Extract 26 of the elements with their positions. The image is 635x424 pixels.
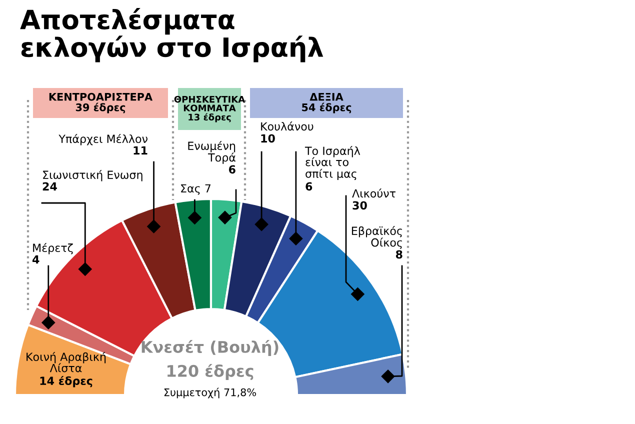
data-label: 30 — [352, 201, 367, 210]
slice-label: Ενωμένη Τορά — [188, 141, 236, 164]
slice-label: Υπάρχει Μέλλον — [58, 134, 148, 146]
data-label: 11 — [134, 146, 148, 154]
data-label: 4 — [32, 255, 40, 264]
slice-label: Κοινή Αραβική Λίστα — [26, 352, 106, 372]
data-label: 24 — [42, 182, 57, 190]
slice-label: Μέρετζ — [33, 243, 73, 254]
data-label: 8 — [396, 250, 402, 259]
text: 120 έδρες — [168, 364, 254, 380]
slice-label: Εβραϊκός Οίκος — [352, 226, 402, 249]
chart-title: Αποτελέσματα εκλογών στο Ισραήλ — [20, 8, 324, 62]
text: ΚΕΝΤΡΟΑΡΙΣΤΕΡΑ 39 έδρες — [49, 92, 152, 114]
slice-label: Λικούντ — [352, 188, 396, 198]
slice-label: Σας 7 — [181, 184, 211, 195]
text: Κνεσέτ (Βουλή) — [142, 340, 278, 356]
text: ΔΕΞΙΑ 54 έδρες — [302, 93, 352, 114]
data-label: 10 — [261, 134, 275, 143]
slice-label: Το Ισραήλ είναι το σπίτι μας — [304, 146, 360, 180]
text: Συμμετοχή 71,8% — [164, 388, 256, 398]
data-label: 6 — [306, 182, 312, 191]
text: ΘΡΗΣΚΕΥΤΙΚΑ ΚΟΜΜΑΤΑ 13 έδρες — [174, 96, 246, 122]
data-label: 14 έδρες — [40, 376, 92, 388]
slice-label: Κουλάνου — [261, 122, 314, 131]
slice-label: Σιωνιστική Ενωση — [43, 170, 142, 182]
data-label: 6 — [228, 165, 236, 174]
